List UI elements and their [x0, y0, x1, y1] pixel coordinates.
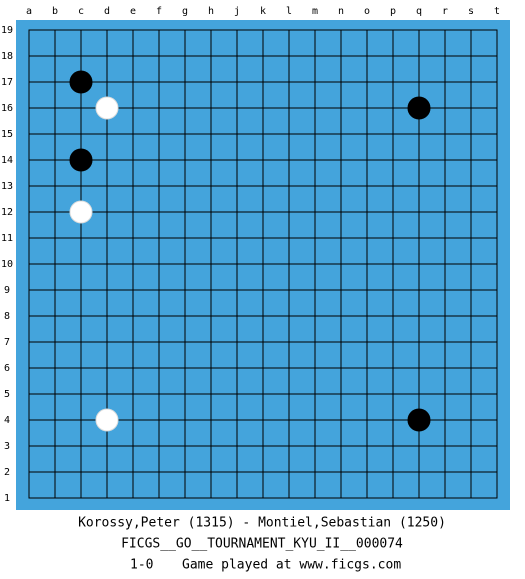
stone-white [95, 96, 119, 120]
stone-black [69, 148, 93, 172]
grid-border [28, 29, 498, 499]
column-label: j [234, 6, 240, 17]
column-label: e [130, 6, 136, 17]
event: FICGS__GO__TOURNAMENT_KYU_II__000074 [121, 537, 403, 552]
row-label: 5 [4, 389, 10, 400]
column-label: k [260, 6, 266, 17]
result: 1-0 [130, 558, 153, 573]
column-label: r [442, 6, 448, 17]
stone-black [407, 96, 431, 120]
row-label: 16 [1, 103, 13, 114]
row-label: 17 [1, 77, 13, 88]
column-label: d [104, 6, 110, 17]
row-label: 8 [4, 311, 10, 322]
column-label: o [364, 6, 370, 17]
row-label: 14 [1, 155, 13, 166]
row-label: 10 [1, 259, 13, 270]
row-label: 18 [1, 51, 13, 62]
column-label: q [416, 6, 422, 17]
row-label: 19 [1, 25, 13, 36]
row-label: 6 [4, 363, 10, 374]
row-label: 2 [4, 467, 10, 478]
row-label: 1 [4, 493, 10, 504]
column-label: c [78, 6, 84, 17]
row-label: 7 [4, 337, 10, 348]
column-label: s [468, 6, 474, 17]
column-label: n [338, 6, 344, 17]
column-label: a [26, 6, 32, 17]
row-label: 13 [1, 181, 13, 192]
row-label: 4 [4, 415, 10, 426]
stone-black [407, 408, 431, 432]
row-label: 9 [4, 285, 10, 296]
players: Korossy,Peter (1315) - Montiel,Sebastian… [78, 516, 446, 531]
stone-black [69, 70, 93, 94]
row-label: 15 [1, 129, 13, 140]
row-label: 12 [1, 207, 13, 218]
stone-white [69, 200, 93, 224]
row-label: 11 [1, 233, 13, 244]
column-label: t [494, 6, 500, 17]
column-label: g [182, 6, 188, 17]
stone-white [95, 408, 119, 432]
row-label: 3 [4, 441, 10, 452]
note: Game played at www.ficgs.com [182, 558, 401, 573]
column-label: p [390, 6, 396, 17]
column-label: m [312, 6, 318, 17]
column-label: b [52, 6, 58, 17]
column-label: h [208, 6, 214, 17]
column-label: f [156, 6, 162, 17]
column-label: l [286, 6, 292, 17]
